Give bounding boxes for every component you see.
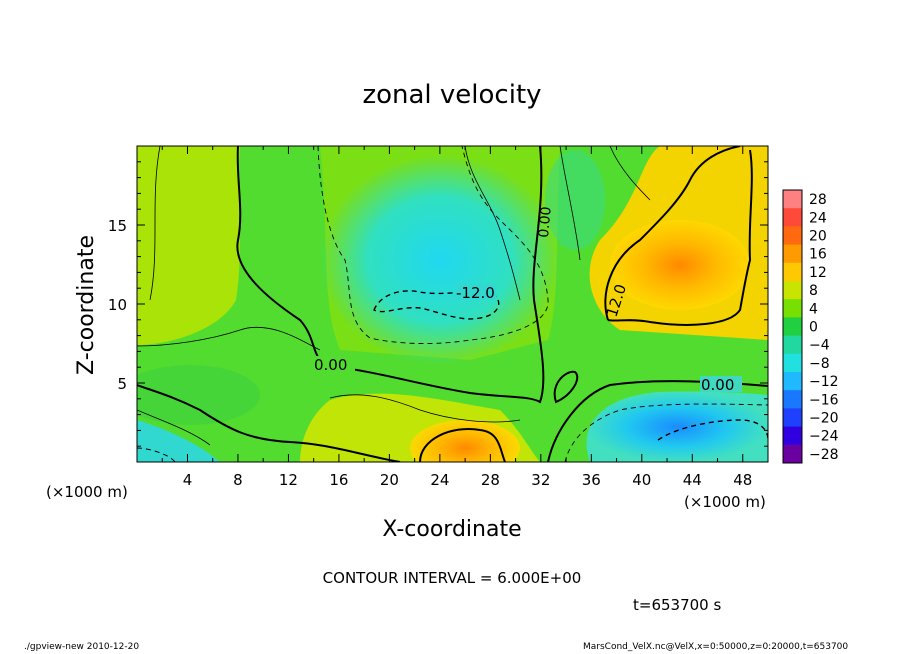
x-tick-label: 40 bbox=[632, 471, 651, 489]
y-tick-label: 5 bbox=[117, 375, 127, 393]
time-label: t=653700 s bbox=[633, 596, 721, 614]
axis-ticks bbox=[137, 146, 768, 462]
contour-neg-12 bbox=[373, 290, 500, 320]
x-tick-label: 32 bbox=[531, 471, 550, 489]
field-orange-right bbox=[610, 220, 750, 310]
colorbar: 28 24 20 16 12 8 4 0 −4 −8 −12 −16 −20 −24 −28 bbox=[782, 189, 839, 464]
colorbar-label: −12 bbox=[809, 374, 839, 390]
colorbar-swatch bbox=[783, 190, 802, 209]
colorbar-swatch bbox=[783, 281, 802, 300]
colorbar-swatch bbox=[783, 208, 802, 227]
colorbar-label: −28 bbox=[809, 447, 839, 463]
colorbar-label: −24 bbox=[809, 429, 839, 445]
colorbar-label: 8 bbox=[809, 283, 818, 299]
contour-zero-lower bbox=[137, 384, 401, 462]
colorbar-swatch bbox=[783, 353, 802, 373]
colorbar-swatch bbox=[783, 390, 802, 409]
chart-title: zonal velocity bbox=[362, 80, 541, 110]
y-axis-label: Z-coordinate bbox=[74, 235, 99, 375]
contour-label-bg-1 bbox=[313, 356, 355, 372]
field-yellow-left bbox=[137, 146, 240, 345]
colorbar-label: −20 bbox=[809, 411, 839, 427]
contour-thin-5 bbox=[609, 146, 651, 201]
contour-neg-6 bbox=[317, 146, 549, 344]
contour-zero-right-blob bbox=[553, 370, 579, 404]
x-tick-label: 48 bbox=[733, 471, 752, 489]
x-tick-label: 8 bbox=[233, 471, 243, 489]
colorbar-label: 28 bbox=[809, 192, 827, 208]
colorbar-label: 0 bbox=[809, 320, 818, 336]
x-tick-label: 28 bbox=[481, 471, 500, 489]
contour-label-bg-4 bbox=[456, 284, 496, 300]
footer-left: ./gpview-new 2010-12-20 bbox=[24, 642, 140, 652]
colorbar-swatch bbox=[783, 262, 802, 282]
x-axis-label: X-coordinate bbox=[382, 517, 521, 542]
colorbar-swatch bbox=[783, 426, 802, 446]
colorbar-label: 12 bbox=[809, 265, 827, 281]
colorbar-label: 16 bbox=[809, 247, 827, 263]
x-tick-label: 16 bbox=[329, 471, 348, 489]
colorbar-swatch bbox=[783, 317, 802, 337]
contour-thin-1 bbox=[137, 326, 321, 351]
colorbar-swatch bbox=[783, 408, 802, 428]
contour-label-bg-2 bbox=[700, 376, 742, 392]
contour-neg-left bbox=[137, 447, 176, 462]
field-cyan-core bbox=[320, 155, 560, 365]
x-tick-label: 44 bbox=[683, 471, 702, 489]
contour-twelve-right bbox=[604, 146, 753, 326]
contour-label: 0.00 bbox=[314, 356, 347, 374]
colorbar-frame bbox=[782, 189, 803, 464]
colorbar-swatch bbox=[783, 226, 802, 246]
field-blue-right bbox=[586, 391, 768, 462]
y-tick-label: 10 bbox=[108, 296, 127, 314]
colorbar-swatch bbox=[783, 244, 802, 264]
colorbar-swatch bbox=[783, 335, 802, 355]
plot-area bbox=[137, 146, 768, 462]
colorbar-label: −16 bbox=[809, 392, 839, 408]
contour-thin-3 bbox=[559, 146, 581, 261]
contour-zero-bottom-orange bbox=[419, 428, 506, 462]
x-tick-label: 12 bbox=[279, 471, 298, 489]
contour-label: -12.0 bbox=[456, 284, 495, 302]
contour-neg-right bbox=[657, 419, 768, 441]
colorbar-label: 4 bbox=[809, 301, 818, 317]
x-unit-label-right: (×1000 m) bbox=[684, 493, 766, 511]
colorbar-label: 24 bbox=[809, 210, 827, 226]
x-unit-label: (×1000 m) bbox=[46, 483, 128, 501]
colorbar-swatch bbox=[783, 444, 802, 464]
colorbar-swatch bbox=[783, 299, 802, 318]
colorbar-label: 20 bbox=[809, 229, 827, 245]
contour-thin-2 bbox=[464, 146, 521, 301]
contour-neg-lowright bbox=[564, 403, 768, 462]
x-tick-label: 24 bbox=[430, 471, 449, 489]
x-tick-label: 20 bbox=[380, 471, 399, 489]
footer-right: MarsCond_VelX.nc@VelX,x=0:50000,z=0:2000… bbox=[583, 642, 849, 652]
y-tick-label: 15 bbox=[108, 217, 127, 235]
contour-thin-7 bbox=[149, 146, 161, 301]
field-lightgreen-low bbox=[137, 365, 260, 425]
field-orange-bottom bbox=[410, 420, 520, 462]
x-tick-label: 4 bbox=[183, 471, 193, 489]
x-tick-label: 36 bbox=[582, 471, 601, 489]
contour-thin-4 bbox=[329, 394, 521, 423]
contour-thin-6 bbox=[137, 409, 211, 446]
contour-zero-left bbox=[236, 146, 545, 404]
field-cyan-upperright bbox=[545, 150, 605, 250]
colorbar-label: −8 bbox=[809, 356, 830, 372]
colorbar-label: −4 bbox=[809, 338, 830, 354]
contour-interval-text: CONTOUR INTERVAL = 6.000E+00 bbox=[323, 569, 582, 587]
colorbar-swatch bbox=[783, 372, 802, 391]
contour-label: 0.00 bbox=[701, 376, 734, 394]
contour-label: 0.00 bbox=[536, 206, 555, 238]
